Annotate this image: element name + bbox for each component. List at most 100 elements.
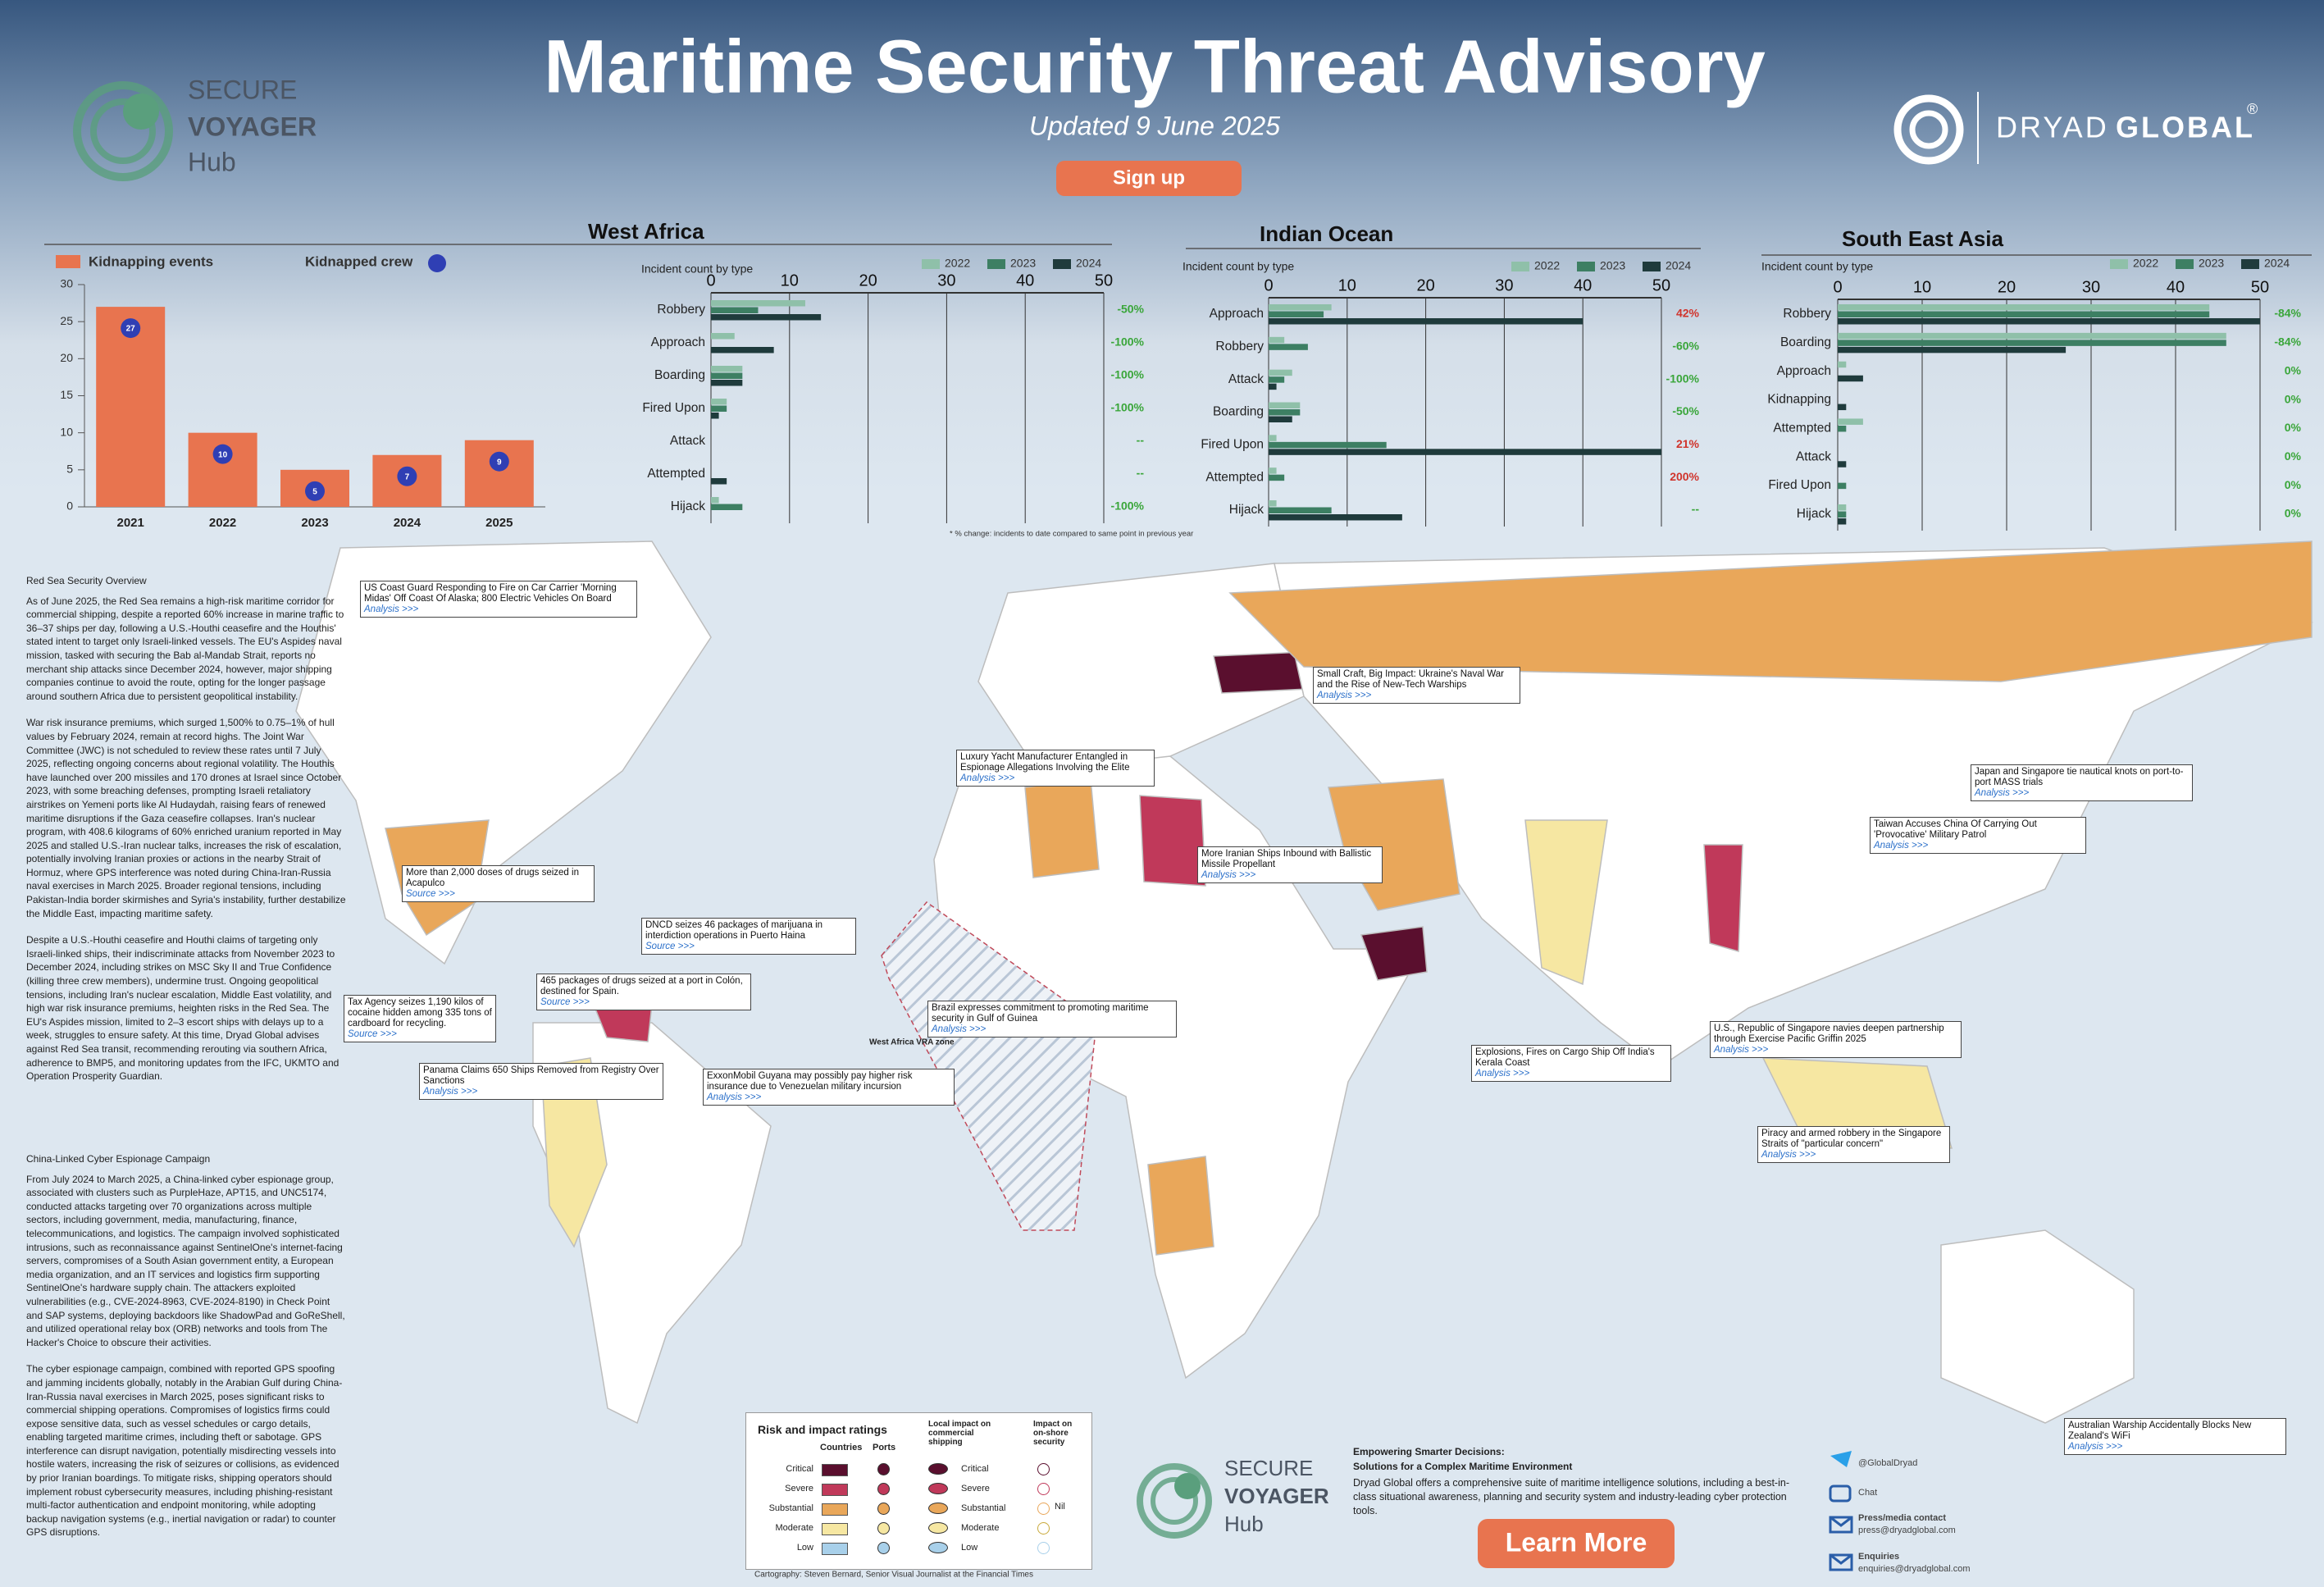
axis-label: Incident count by type — [1183, 260, 1294, 273]
callout-text: 465 packages of drugs seized at a port i… — [540, 976, 743, 996]
callout: Luxury Yacht Manufacturer Entangled in E… — [956, 750, 1155, 787]
legend-port — [1037, 1503, 1050, 1515]
x-tick-label: 20 — [859, 271, 877, 290]
callout-link[interactable]: Analysis >>> — [932, 1024, 987, 1034]
legend-swatch — [1643, 262, 1661, 271]
axis-label: Incident count by type — [1761, 260, 1873, 273]
callout-text: Brazil expresses commitment to promoting… — [932, 1003, 1149, 1024]
contact-text: Press/media contact — [1858, 1513, 1946, 1523]
x-tick-label: 10 — [1913, 278, 1931, 296]
crew-label: 7 — [405, 472, 410, 481]
x-tick-label: 2025 — [485, 516, 513, 530]
callout-text: U.S., Republic of Singapore navies deepe… — [1714, 1024, 1944, 1044]
x-tick-label: 2024 — [394, 516, 422, 530]
bar — [1838, 482, 1847, 490]
footer-heading: Empowering Smarter Decisions: — [1353, 1446, 1505, 1457]
bar — [464, 440, 534, 507]
callout-link[interactable]: Analysis >>> — [1975, 788, 2030, 798]
legend-label: 2023 — [2199, 257, 2224, 270]
change-label: -100% — [1111, 368, 1145, 381]
change-label: -- — [1692, 503, 1700, 516]
legend-label: 2023 — [1600, 259, 1625, 272]
change-label: -84% — [2274, 335, 2301, 349]
x-tick-label: 30 — [2082, 278, 2100, 296]
legend-label: Moderate — [775, 1523, 813, 1533]
callout-link[interactable]: Analysis >>> — [1201, 870, 1256, 880]
callout-link[interactable]: Source >>> — [348, 1029, 397, 1039]
indonesia — [1761, 1057, 1953, 1149]
category-label: Attack — [1228, 372, 1264, 386]
callout-link[interactable]: Source >>> — [406, 889, 455, 899]
vra-zone — [881, 901, 1097, 1231]
legend-swatch — [1053, 259, 1071, 269]
y-tick-label: 20 — [60, 351, 73, 364]
change-label: 0% — [2285, 392, 2302, 405]
callout-link[interactable]: Analysis >>> — [1475, 1069, 1530, 1079]
bar — [1269, 376, 1285, 383]
learn-more-button[interactable] — [1478, 1519, 1675, 1568]
callout: ExxonMobil Guyana may possibly pay highe… — [703, 1069, 955, 1106]
map-legend: Risk and impact ratings Countries Ports … — [745, 1412, 1092, 1570]
bar — [711, 478, 727, 485]
legend-label: Moderate — [961, 1523, 1000, 1533]
bar — [1838, 425, 1847, 432]
bar — [1838, 375, 1863, 382]
bar — [711, 347, 774, 353]
callout-link[interactable]: Analysis >>> — [1761, 1150, 1816, 1160]
callout-link[interactable]: Analysis >>> — [1714, 1045, 1769, 1055]
title: Maritime Security Threat Advisory — [544, 25, 1766, 108]
category-label: Attempted — [647, 467, 705, 481]
x-tick-label: 0 — [1833, 278, 1842, 296]
category-label: Boarding — [1213, 405, 1264, 419]
yemen-somalia — [1360, 926, 1428, 981]
bar — [1838, 511, 1847, 518]
legend-label: Nil — [1055, 1502, 1065, 1512]
callout-link[interactable]: Analysis >>> — [1874, 841, 1929, 851]
category-label: Fired Upon — [642, 401, 705, 415]
callout-text: Tax Agency seizes 1,190 kilos of cocaine… — [348, 997, 492, 1028]
bar — [1269, 500, 1277, 507]
category-label: Hijack — [1797, 507, 1831, 521]
legend-swatch — [928, 1522, 948, 1534]
legend-port — [1037, 1522, 1050, 1535]
x-tick-label: 50 — [1652, 276, 1670, 294]
legend-label: 2023 — [1010, 257, 1036, 270]
axis-label: Incident count by type — [641, 262, 753, 276]
legend-port — [1037, 1542, 1050, 1554]
crew-label: 9 — [497, 458, 502, 467]
crew-dot — [489, 451, 509, 472]
legend-port — [1037, 1463, 1050, 1475]
legend-label: Kidnapping events — [89, 253, 213, 269]
credit: Cartography: Steven Bernard, Senior Visu… — [754, 1571, 1033, 1580]
change-label: -- — [1137, 434, 1145, 447]
callout-link[interactable]: Analysis >>> — [1317, 691, 1372, 700]
paragraph: Despite a U.S.-Houthi ceasefire and Hout… — [26, 934, 339, 1083]
callout-link[interactable]: Analysis >>> — [2068, 1442, 2123, 1452]
bar — [1838, 332, 2226, 340]
sign-up-label[interactable]: Sign up — [1113, 166, 1185, 189]
bar — [1838, 311, 2210, 317]
bar — [1269, 383, 1277, 390]
category-label: Robbery — [1215, 340, 1264, 353]
bar — [1269, 318, 1584, 325]
callout-link[interactable]: Analysis >>> — [364, 604, 419, 614]
bar — [1838, 361, 1847, 368]
bar — [1269, 402, 1301, 408]
callout-link[interactable]: Source >>> — [645, 942, 695, 951]
change-label: 0% — [2285, 478, 2302, 491]
callout-link[interactable]: Analysis >>> — [707, 1092, 762, 1102]
sign-up-button[interactable] — [1056, 161, 1242, 196]
legend-swatch — [928, 1483, 948, 1494]
category-label: Hijack — [1229, 503, 1264, 517]
callout-link[interactable]: Analysis >>> — [960, 773, 1015, 783]
dryad-logo: DRYAD GLOBAL ® — [1893, 92, 2258, 165]
callout-link[interactable]: Analysis >>> — [423, 1087, 478, 1097]
legend-port — [877, 1483, 890, 1495]
legend-swatch — [928, 1503, 948, 1514]
callout-link[interactable]: Source >>> — [540, 997, 590, 1007]
change-label: -50% — [1117, 303, 1144, 316]
legend-label: 2022 — [945, 257, 970, 270]
category-label: Attempted — [1205, 470, 1264, 484]
learn-more-label[interactable]: Learn More — [1506, 1527, 1647, 1557]
